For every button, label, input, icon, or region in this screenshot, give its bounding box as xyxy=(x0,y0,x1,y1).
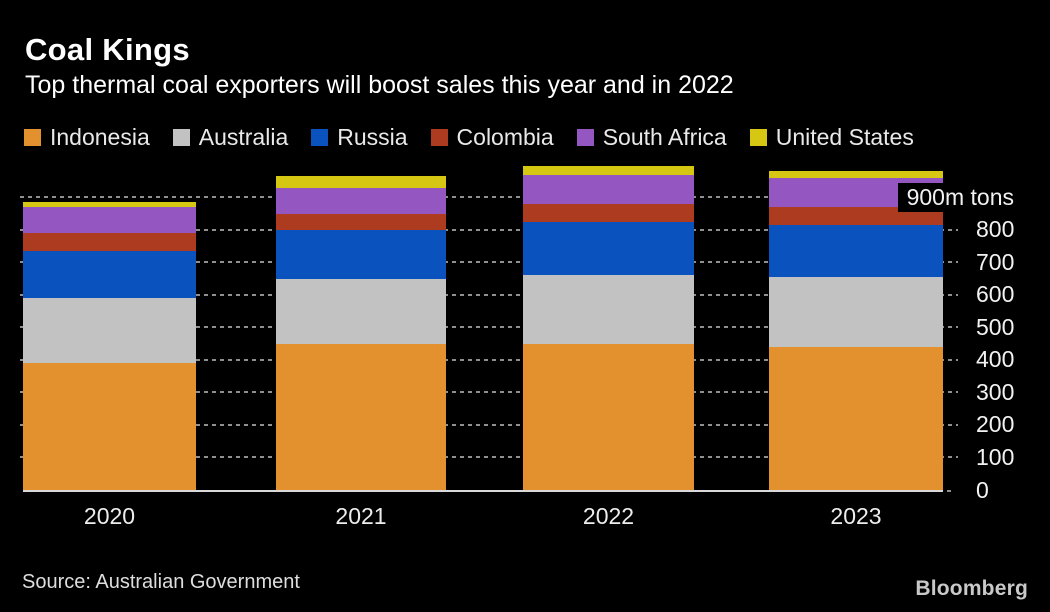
x-axis-baseline xyxy=(23,490,943,492)
bar-2022 xyxy=(523,166,694,490)
segment-2022-indonesia xyxy=(523,343,694,490)
gridline-100 xyxy=(20,456,958,459)
source-note: Source: Australian Government xyxy=(22,571,300,593)
segment-2020-colombia xyxy=(23,233,196,251)
legend-swatch-colombia xyxy=(430,129,448,146)
legend-label-indonesia: Indonesia xyxy=(50,124,150,150)
gridline-200 xyxy=(20,423,958,426)
legend-label-south-africa: South Africa xyxy=(602,124,727,150)
legend-swatch-russia xyxy=(311,129,329,146)
segment-2021-south-africa xyxy=(276,187,446,214)
bar-2021 xyxy=(276,176,446,490)
legend-label-colombia: Colombia xyxy=(456,124,554,150)
segment-2021-indonesia xyxy=(276,343,446,490)
segment-2023-russia xyxy=(769,224,943,277)
gridline-900 xyxy=(20,196,958,199)
legend-swatch-indonesia xyxy=(24,129,41,146)
legend-item-australia: Australia xyxy=(172,124,289,151)
y-tick-label-500: 500 xyxy=(976,313,1015,340)
gridline-700 xyxy=(20,261,958,264)
legend-swatch-united-states xyxy=(749,129,767,146)
y-axis-top-label: 900m tons xyxy=(897,183,1017,212)
page-title: Coal Kings xyxy=(25,32,190,67)
gridline-600 xyxy=(20,293,958,296)
y-tick-label-400: 400 xyxy=(976,346,1015,373)
legend-label-united-states: United States xyxy=(775,124,914,150)
segment-2021-colombia xyxy=(276,213,446,230)
segment-2022-south-africa xyxy=(523,174,694,204)
gridline-300 xyxy=(20,391,958,394)
x-tick-label-2020: 2020 xyxy=(83,503,136,529)
legend-item-south-africa: South Africa xyxy=(576,124,727,151)
segment-2022-australia xyxy=(523,275,694,344)
chart-legend: Indonesia Australia Russia Colombia South Af… xyxy=(24,124,914,151)
y-tick-label-700: 700 xyxy=(976,248,1015,275)
gridline-400 xyxy=(20,358,958,361)
legend-label-australia: Australia xyxy=(198,124,289,150)
y-tick-label-200: 200 xyxy=(976,411,1015,438)
bar-2020 xyxy=(23,202,196,490)
legend-label-russia: Russia xyxy=(337,124,408,150)
bloomberg-logo: Bloomberg xyxy=(915,577,1028,600)
y-tick-label-100: 100 xyxy=(976,443,1015,470)
segment-2021-united-states xyxy=(276,176,446,188)
legend-item-indonesia: Indonesia xyxy=(24,124,150,151)
segment-2020-russia xyxy=(23,251,196,299)
segment-2020-indonesia xyxy=(23,363,196,490)
zero-tick-mark xyxy=(947,490,954,492)
x-tick-label-2023: 2023 xyxy=(830,503,882,529)
segment-2020-united-states xyxy=(23,202,196,208)
segment-2020-south-africa xyxy=(23,207,196,234)
x-tick-label-2022: 2022 xyxy=(582,503,635,529)
legend-swatch-australia xyxy=(172,129,190,146)
y-tick-label-600: 600 xyxy=(976,281,1015,308)
segment-2023-united-states xyxy=(769,171,943,178)
y-tick-label-300: 300 xyxy=(976,378,1015,405)
segment-2021-russia xyxy=(276,229,446,279)
segment-2020-australia xyxy=(23,298,196,364)
x-tick-label-2021: 2021 xyxy=(335,503,387,529)
gridline-500 xyxy=(20,326,958,329)
legend-swatch-south-africa xyxy=(576,129,594,146)
segment-2022-colombia xyxy=(523,203,694,222)
segment-2021-australia xyxy=(276,278,446,344)
chart-subtitle: Top thermal coal exporters will boost sa… xyxy=(25,71,734,99)
legend-item-russia: Russia xyxy=(311,124,408,151)
segment-2022-united-states xyxy=(523,166,694,175)
gridline-800 xyxy=(20,228,958,231)
bar-2023 xyxy=(769,171,943,490)
y-tick-label-0: 0 xyxy=(976,476,989,503)
y-tick-label-800: 800 xyxy=(976,216,1015,243)
segment-2023-australia xyxy=(769,277,943,347)
legend-item-united-states: United States xyxy=(749,124,914,151)
segment-2022-russia xyxy=(523,221,694,276)
legend-item-colombia: Colombia xyxy=(430,124,554,151)
segment-2023-indonesia xyxy=(769,346,943,490)
